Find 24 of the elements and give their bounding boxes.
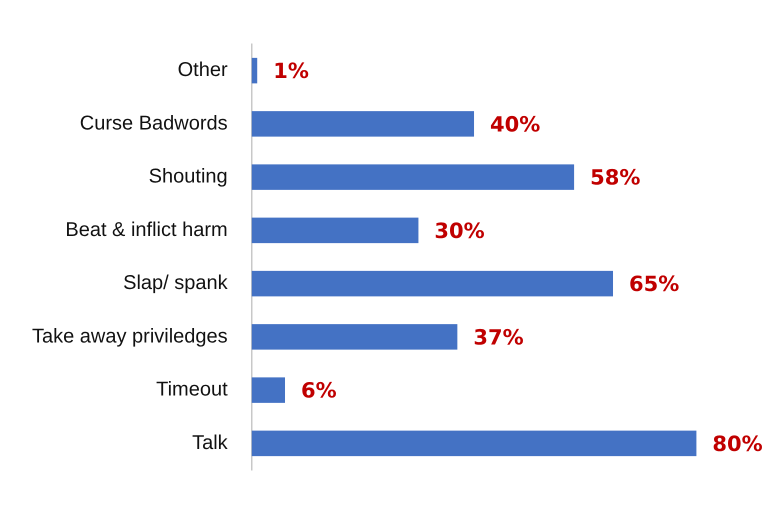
bar bbox=[252, 430, 696, 456]
y-tick-label: Talk bbox=[192, 432, 229, 454]
y-tick-label: Curse Badwords bbox=[80, 112, 228, 134]
bar bbox=[252, 270, 614, 296]
y-tick-label: Timeout bbox=[156, 378, 228, 401]
bar bbox=[252, 58, 258, 84]
y-tick-label: Beat & inflict harm bbox=[65, 218, 228, 241]
data-label: 1% bbox=[273, 59, 309, 84]
bar bbox=[252, 164, 574, 190]
data-label: 37% bbox=[473, 325, 524, 350]
y-tick-label: Slap/ spank bbox=[123, 272, 229, 294]
data-label: 6% bbox=[301, 378, 337, 403]
data-label: 30% bbox=[434, 218, 485, 243]
bar bbox=[252, 377, 286, 403]
bar bbox=[252, 218, 418, 244]
y-tick-label: Shouting bbox=[148, 166, 228, 188]
y-tick-label: Other bbox=[178, 59, 228, 82]
data-label: 65% bbox=[629, 272, 680, 296]
bar bbox=[252, 324, 458, 350]
data-label: 80% bbox=[712, 432, 763, 456]
data-label: 58% bbox=[590, 166, 640, 190]
bar bbox=[252, 111, 474, 137]
y-tick-label: Take away priviledges bbox=[32, 325, 228, 348]
data-label: 40% bbox=[490, 112, 540, 136]
